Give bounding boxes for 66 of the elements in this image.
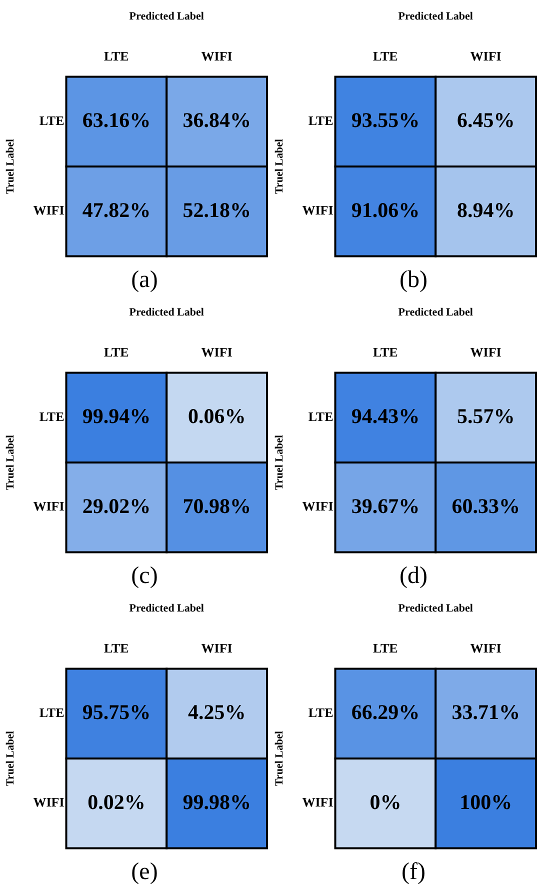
data-label: 52.18% bbox=[182, 198, 251, 222]
x-tick-label: WIFI bbox=[470, 640, 502, 656]
x-tick-label: LTE bbox=[104, 344, 129, 360]
data-label: 8.94% bbox=[456, 198, 515, 222]
y-axis-title: Truel Label bbox=[4, 730, 16, 786]
x-tick-label: WIFI bbox=[201, 48, 232, 64]
data-label: 63.16% bbox=[82, 108, 151, 132]
y-axis-title: Truel Label bbox=[4, 138, 16, 194]
data-label: 99.94% bbox=[82, 404, 151, 428]
x-tick-label: LTE bbox=[373, 344, 398, 360]
y-tick-label: LTE bbox=[308, 409, 334, 424]
data-label: 100% bbox=[460, 790, 512, 814]
text: (f) bbox=[400, 858, 426, 886]
data-label: 60.33% bbox=[452, 494, 520, 518]
y-tick-label: WIFI bbox=[302, 794, 334, 810]
x-tick-label: WIFI bbox=[201, 344, 232, 360]
y-tick-label: WIFI bbox=[302, 498, 334, 514]
data-label: 0.02% bbox=[88, 790, 146, 814]
data-label: 70.98% bbox=[182, 494, 251, 518]
y-tick-label: WIFI bbox=[33, 794, 64, 810]
y-tick-label: WIFI bbox=[33, 498, 64, 514]
x-tick-label: LTE bbox=[373, 48, 398, 64]
text: (a) bbox=[130, 266, 158, 294]
y-axis-title: Truel Label bbox=[273, 730, 286, 786]
data-label: 66.29% bbox=[351, 700, 420, 724]
y-axis-title: Truel Label bbox=[4, 434, 16, 490]
data-label: 0.06% bbox=[188, 404, 246, 428]
text: (e) bbox=[130, 858, 158, 886]
data-label: 5.57% bbox=[456, 404, 515, 428]
x-tick-label: WIFI bbox=[470, 48, 502, 64]
data-label: 33.71% bbox=[452, 700, 520, 724]
x-tick-label: WIFI bbox=[201, 640, 232, 656]
y-tick-label: WIFI bbox=[33, 202, 64, 218]
y-tick-label: LTE bbox=[39, 705, 64, 720]
text: (c) bbox=[130, 562, 158, 590]
y-tick-label: WIFI bbox=[302, 202, 334, 218]
data-label: 0% bbox=[370, 790, 402, 814]
data-label: 29.02% bbox=[82, 494, 151, 518]
data-label: 6.45% bbox=[456, 108, 515, 132]
x-axis-title: Predicted Label bbox=[398, 602, 473, 614]
data-label: 94.43% bbox=[351, 404, 420, 428]
x-axis-title: Predicted Label bbox=[129, 10, 204, 22]
x-axis-title: Predicted Label bbox=[398, 10, 473, 22]
data-label: 93.55% bbox=[351, 108, 420, 132]
data-label: 95.75% bbox=[82, 700, 151, 724]
y-tick-label: LTE bbox=[39, 409, 64, 424]
data-label: 4.25% bbox=[188, 700, 246, 724]
y-axis-title: Truel Label bbox=[273, 138, 286, 194]
data-label: 36.84% bbox=[182, 108, 251, 132]
x-tick-label: WIFI bbox=[470, 344, 502, 360]
data-label: 91.06% bbox=[351, 198, 420, 222]
x-axis-title: Predicted Label bbox=[129, 306, 204, 318]
text: (b) bbox=[398, 266, 428, 294]
data-label: 99.98% bbox=[182, 790, 251, 814]
y-tick-label: LTE bbox=[308, 705, 334, 720]
x-axis-title: Predicted Label bbox=[129, 602, 204, 614]
data-label: 39.67% bbox=[351, 494, 420, 518]
y-tick-label: LTE bbox=[308, 113, 334, 128]
y-axis-title: Truel Label bbox=[273, 434, 286, 490]
text: (d) bbox=[398, 562, 428, 590]
x-tick-label: LTE bbox=[373, 640, 398, 656]
data-label: 47.82% bbox=[82, 198, 151, 222]
x-axis-title: Predicted Label bbox=[398, 306, 473, 318]
x-tick-label: LTE bbox=[104, 640, 129, 656]
x-tick-label: LTE bbox=[104, 48, 129, 64]
y-tick-label: LTE bbox=[39, 113, 64, 128]
